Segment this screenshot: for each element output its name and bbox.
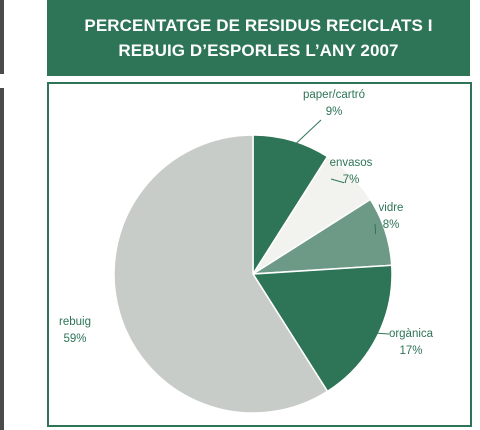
leader-line-2 [374, 223, 377, 235]
chart-frame: paper/cartró 9% envasos 7% vidre 8% orgànica 17… [47, 82, 472, 427]
leader-line-3 [367, 332, 390, 335]
slice-label-3: orgànica [389, 328, 434, 340]
slice-label-4: rebuig [59, 316, 91, 328]
pie-slice-4 [113, 134, 329, 414]
pie-slice-0 [252, 134, 329, 277]
slice-value-1: 7% [343, 174, 360, 186]
leader-line-1 [330, 178, 345, 184]
slice-value-0: 9% [326, 106, 343, 118]
slice-value-2: 8% [383, 219, 400, 231]
slice-value-3: 17% [399, 345, 422, 357]
slice-label-2: vidre [379, 202, 404, 214]
left-edge-bar [0, 0, 4, 430]
chart-title: PERCENTATGE DE RESIDUS RECICLATS I REBUI… [84, 16, 433, 60]
pie-slice-3 [251, 264, 393, 393]
pie-chart: paper/cartró 9% envasos 7% vidre 8% orgànica 17… [59, 89, 434, 414]
slice-label-1: envasos [330, 157, 373, 169]
chart-header: PERCENTATGE DE RESIDUS RECICLATS I REBUI… [47, 0, 470, 76]
slice-value-4: 59% [63, 333, 86, 345]
leader-line-0 [288, 119, 322, 151]
slice-label-0: paper/cartró [303, 89, 365, 101]
left-edge-gap [0, 74, 4, 88]
